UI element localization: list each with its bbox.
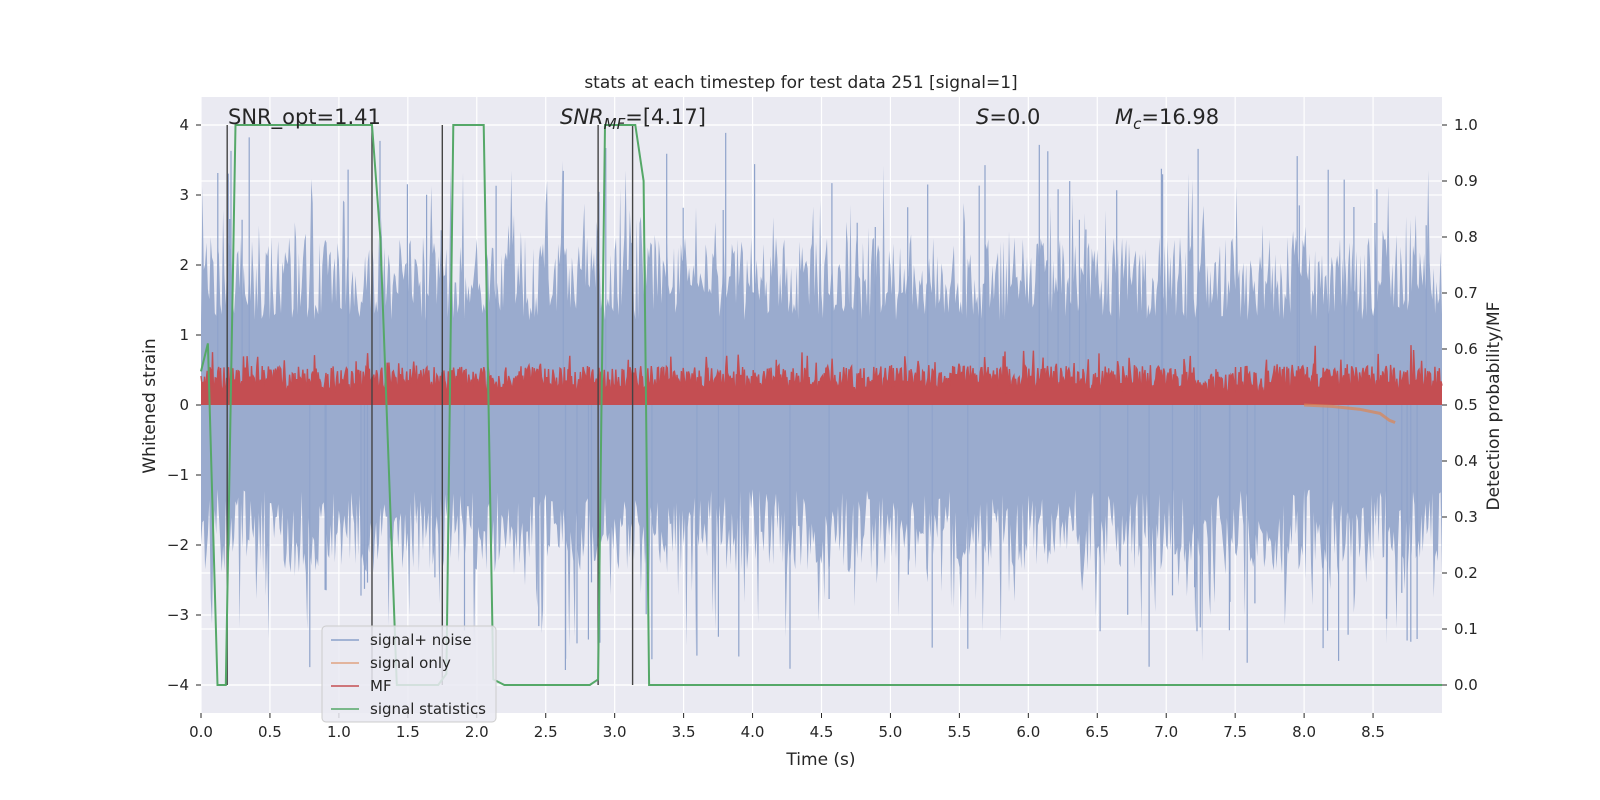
signal-statistics-series — [200, 124, 1442, 686]
x-tick-label: 3.0 — [603, 723, 627, 741]
x-axis-label: Time (s) — [785, 750, 855, 770]
x-tick-label: 4.5 — [810, 723, 834, 741]
left-y-tick-label: 2 — [179, 256, 189, 274]
detection-markers — [226, 125, 634, 685]
right-y-tick-label: 0.0 — [1454, 676, 1478, 694]
left-y-axis-ticks: −4 −3 −2 −1 0 1 2 3 4 — [167, 116, 201, 694]
x-tick-label: 2.0 — [465, 723, 489, 741]
right-y-tick-label: 0.8 — [1454, 228, 1478, 246]
right-y-tick-label: 1.0 — [1454, 116, 1478, 134]
x-tick-label: 3.5 — [672, 723, 696, 741]
x-tick-label: 6.0 — [1016, 723, 1040, 741]
left-y-tick-label: −1 — [167, 466, 189, 484]
left-y-tick-label: −3 — [167, 606, 189, 624]
legend-label-signal-noise: signal+ noise — [370, 631, 472, 649]
snr-mf-annotation: SNRMF=[4.17] — [560, 105, 706, 133]
right-y-tick-label: 0.9 — [1454, 172, 1478, 190]
x-axis-ticks: 0.0 0.5 1.0 1.5 2.0 2.5 3.0 3.5 4.0 4.5 5.0 5.5 6.0 6… — [189, 713, 1385, 741]
legend-label-mf: MF — [370, 677, 392, 695]
x-tick-label: 0.5 — [258, 723, 282, 741]
right-y-tick-label: 0.1 — [1454, 620, 1478, 638]
mf-series-line — [200, 345, 1443, 397]
x-tick-label: 8.5 — [1361, 723, 1385, 741]
left-y-tick-label: 1 — [179, 326, 189, 344]
right-y-tick-label: 0.6 — [1454, 340, 1478, 358]
x-tick-label: 6.5 — [1085, 723, 1109, 741]
x-tick-label: 7.0 — [1154, 723, 1178, 741]
x-tick-label: 4.0 — [741, 723, 765, 741]
right-y-tick-label: 0.7 — [1454, 284, 1478, 302]
right-y-axis-label: Detection probability/MF — [1484, 302, 1504, 511]
legend-box — [321, 625, 497, 723]
legend: signal+ noise signal only MF signal stat… — [321, 625, 497, 723]
left-y-axis-label: Whitened strain — [140, 338, 160, 473]
left-y-tick-label: 4 — [179, 116, 189, 134]
signal-only-series — [1304, 403, 1396, 424]
legend-label-signal-statistics: signal statistics — [370, 700, 486, 718]
left-y-tick-label: −2 — [167, 536, 189, 554]
mc-annotation: Mc=16.98 — [1115, 105, 1219, 133]
x-tick-label: 8.0 — [1292, 723, 1316, 741]
signal-noise-spikes — [217, 132, 1427, 670]
x-tick-label: 5.5 — [947, 723, 971, 741]
s-annotation: S=0.0 — [976, 105, 1040, 129]
left-y-tick-label: −4 — [167, 676, 189, 694]
x-tick-label: 1.5 — [396, 723, 420, 741]
chart-title: stats at each timestep for test data 251… — [584, 73, 1017, 93]
x-tick-label: 2.5 — [534, 723, 558, 741]
legend-label-signal-only: signal only — [370, 654, 451, 672]
x-tick-label: 0.0 — [189, 723, 213, 741]
right-y-tick-label: 0.4 — [1454, 452, 1478, 470]
right-y-tick-label: 0.5 — [1454, 396, 1478, 414]
left-y-tick-label: 0 — [179, 396, 189, 414]
right-y-tick-label: 0.2 — [1454, 564, 1478, 582]
x-tick-label: 1.0 — [327, 723, 351, 741]
x-tick-label: 5.0 — [879, 723, 903, 741]
left-y-tick-label: 3 — [179, 186, 189, 204]
signal-noise-envelope — [201, 160, 1442, 662]
x-tick-label: 7.5 — [1223, 723, 1247, 741]
snr-opt-annotation: SNR_opt=1.41 — [228, 105, 381, 130]
right-y-axis-ticks: 0.0 0.1 0.2 0.3 0.4 0.5 0.6 0.7 0.8 0.9 1.0 — [1442, 116, 1478, 694]
right-y-tick-label: 0.3 — [1454, 508, 1478, 526]
